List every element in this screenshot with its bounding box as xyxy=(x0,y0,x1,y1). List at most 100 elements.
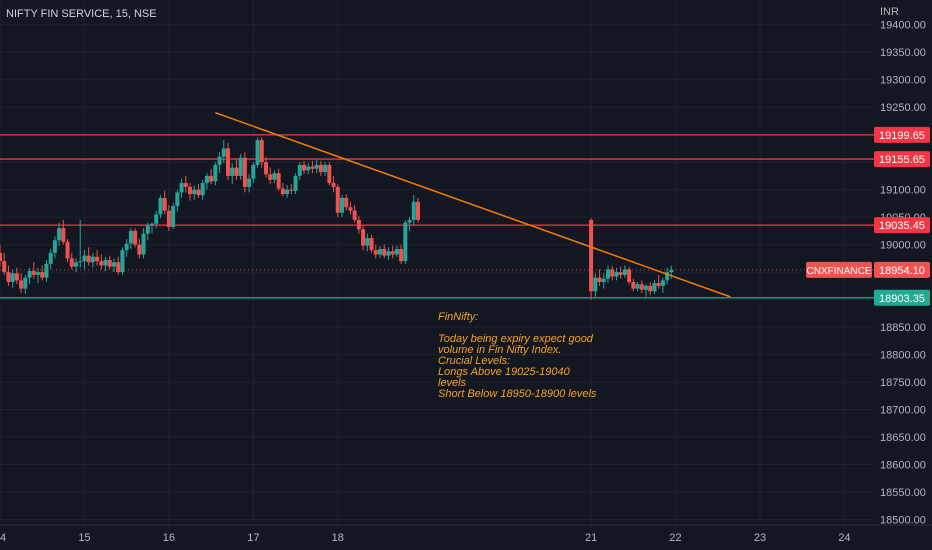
candle-body-19 xyxy=(78,261,83,263)
symbol-badge xyxy=(806,261,872,278)
y-tick-label-17: 18550.00 xyxy=(880,487,926,499)
level-badge-0 xyxy=(874,126,930,143)
time-axis-panel[interactable] xyxy=(0,525,932,550)
annotation-line-2: Today being expiry expect good xyxy=(438,333,594,345)
y-tick-label-6: 19100.00 xyxy=(880,185,926,197)
annotation-line-7: Short Below 18950-18900 levels xyxy=(438,388,597,400)
candle-body-106 xyxy=(614,272,619,277)
candle-body-67 xyxy=(280,188,285,195)
candle-body-4 xyxy=(14,273,19,281)
candle-body-43 xyxy=(179,183,184,193)
candle-body-91 xyxy=(382,249,387,256)
candle-body-89 xyxy=(373,250,378,255)
candle-body-103 xyxy=(601,278,606,283)
candle-body-14 xyxy=(57,228,62,241)
candle-body-8 xyxy=(31,271,36,275)
candle-body-46 xyxy=(192,189,197,195)
annotation-line-6: levels xyxy=(438,377,467,389)
y-tick-label-1: 19350.00 xyxy=(880,47,926,59)
candle-body-119 xyxy=(669,269,674,273)
candle-body-88 xyxy=(369,238,374,251)
candle-body-82 xyxy=(344,197,349,208)
last-price-badge-label: 18954.10 xyxy=(879,265,925,277)
candle-body-31 xyxy=(128,230,133,244)
candle-body-21 xyxy=(86,255,91,263)
candle-body-81 xyxy=(340,197,344,213)
candle-body-70 xyxy=(293,175,298,191)
candle-body-113 xyxy=(644,285,648,290)
candle-body-36 xyxy=(150,223,154,226)
candle-body-96 xyxy=(403,222,408,262)
annotation-line-4: Crucial Levels: xyxy=(438,355,510,367)
candle-body-47 xyxy=(196,189,201,196)
candle-body-18 xyxy=(74,262,78,267)
level-badge-label-0: 19199.65 xyxy=(879,130,925,142)
candle-body-38 xyxy=(158,197,163,215)
x-tick-label-4: 18 xyxy=(332,532,344,544)
level-badge-3 xyxy=(874,289,930,306)
candle-body-26 xyxy=(107,260,112,267)
candle-body-64 xyxy=(268,174,273,180)
y-tick-label-14: 18700.00 xyxy=(880,405,926,417)
x-tick-label-3: 17 xyxy=(247,532,259,544)
candle-body-108 xyxy=(622,269,627,275)
candle-body-2 xyxy=(6,272,11,283)
symbol-title[interactable]: NIFTY FIN SERVICE, 15, NSE xyxy=(6,8,157,20)
candle-body-57 xyxy=(238,157,243,176)
candle-body-63 xyxy=(264,162,268,175)
trendline-line xyxy=(215,111,731,298)
candle-body-99 xyxy=(416,201,420,220)
candle-body-42 xyxy=(175,192,180,207)
candle-body-49 xyxy=(204,175,209,184)
candle-body-25 xyxy=(103,260,108,266)
y-tick-label-3: 19250.00 xyxy=(880,102,926,114)
candle-body-110 xyxy=(631,282,636,289)
candle-body-37 xyxy=(154,214,159,224)
candle-body-84 xyxy=(352,210,357,220)
level-badge-label-2: 19035.45 xyxy=(879,220,925,232)
annotation-line-5: Longs Above 19025-19040 xyxy=(438,366,571,378)
candle-body-45 xyxy=(188,186,192,195)
x-tick-label-5: 21 xyxy=(585,532,597,544)
x-tick-label-8: 24 xyxy=(838,532,850,544)
candle-body-62 xyxy=(259,140,264,163)
candle-body-115 xyxy=(652,283,657,292)
candle-body-72 xyxy=(302,164,306,171)
annotation-note[interactable]: FinNifty: Today being expiry expect good v… xyxy=(438,311,597,400)
grid xyxy=(0,0,874,525)
candle-body-100 xyxy=(589,219,594,292)
level-badge-2 xyxy=(874,217,930,234)
candle-body-90 xyxy=(378,249,382,255)
annotation-text: FinNifty: Today being expiry expect good v… xyxy=(438,311,597,400)
candle-body-98 xyxy=(411,201,416,220)
candle-body-1 xyxy=(2,261,7,273)
candle-body-48 xyxy=(200,183,205,196)
candle-body-30 xyxy=(124,243,129,251)
candle-body-93 xyxy=(390,251,395,255)
symbol-badge-label: CNXFINANCE xyxy=(806,266,871,277)
candle-body-92 xyxy=(386,251,391,256)
y-tick-label-11: 18850.00 xyxy=(880,322,926,334)
candle-body-24 xyxy=(99,261,104,266)
x-tick-label-2: 16 xyxy=(163,532,175,544)
currency-label: INR xyxy=(880,6,899,18)
y-tick-label-18: 18500.00 xyxy=(880,515,926,527)
candle-body-83 xyxy=(348,207,353,211)
y-tick-label-15: 18650.00 xyxy=(880,432,926,444)
annotation-line-0: FinNifty: xyxy=(438,311,478,323)
level-badge-label-1: 19155.65 xyxy=(879,154,925,166)
candles xyxy=(0,137,674,300)
candle-body-112 xyxy=(639,284,644,290)
candle-body-78 xyxy=(327,164,332,184)
trendline[interactable] xyxy=(215,111,731,298)
candle-body-87 xyxy=(365,238,370,246)
last-price-badge xyxy=(874,261,930,278)
candle-body-12 xyxy=(48,252,53,264)
candle-body-10 xyxy=(40,272,45,278)
candle-body-51 xyxy=(213,164,218,182)
candle-body-3 xyxy=(10,273,15,283)
candle-body-52 xyxy=(217,156,222,165)
